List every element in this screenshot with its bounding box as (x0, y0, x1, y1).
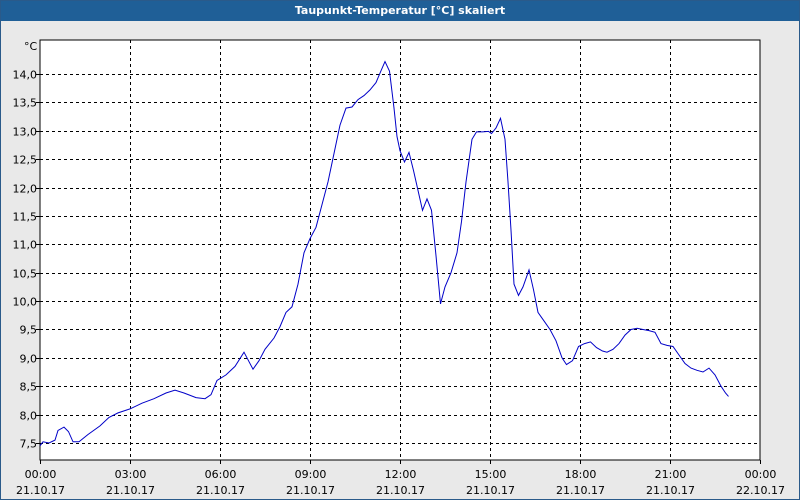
y-tick-label: 11,0 (13, 239, 38, 252)
x-tick-time-label: 03:00 (115, 468, 147, 481)
x-tick-time-label: 12:00 (385, 468, 417, 481)
x-tick-date-label: 21.10.17 (286, 484, 335, 497)
x-tick-date-label: 21.10.17 (556, 484, 605, 497)
y-tick-label: 11,5 (13, 211, 38, 224)
y-tick-label: 13,5 (13, 97, 38, 110)
x-tick-time-label: 18:00 (565, 468, 597, 481)
x-tick-date-label: 22.10.17 (736, 484, 785, 497)
x-tick-date-label: 21.10.17 (16, 484, 65, 497)
x-tick-date-label: 21.10.17 (466, 484, 515, 497)
y-tick-label: 12,5 (13, 154, 38, 167)
axis-ticks: 7,5 8,0 8,5 9,0 9,5 10,0 10,5 11,0 11,5 12,0 12,5 1… (13, 69, 785, 498)
y-tick-label: 12,0 (13, 183, 38, 196)
x-tick-date-label: 21.10.17 (376, 484, 425, 497)
y-tick-label: 10,0 (13, 296, 38, 309)
x-tick-date-label: 21.10.17 (646, 484, 695, 497)
x-tick-date-label: 21.10.17 (106, 484, 155, 497)
y-tick-label: 8,0 (20, 410, 38, 423)
y-tick-label: 9,0 (20, 353, 38, 366)
x-tick-date-label: 21.10.17 (196, 484, 245, 497)
x-tick-time-label: 21:00 (655, 468, 687, 481)
y-tick-label: 8,5 (20, 381, 38, 394)
x-tick-time-label: 00:00 (745, 468, 777, 481)
x-tick-time-label: 09:00 (295, 468, 327, 481)
grid-lines (40, 40, 760, 460)
x-tick-time-label: 06:00 (205, 468, 237, 481)
y-tick-label: 13,0 (13, 126, 38, 139)
x-tick-time-label: 15:00 (475, 468, 507, 481)
y-tick-label: 14,0 (13, 69, 38, 82)
y-tick-label: 10,5 (13, 268, 38, 281)
x-tick-time-label: 00:00 (25, 468, 57, 481)
y-tick-label: 7,5 (20, 438, 38, 451)
y-tick-label: 9,5 (20, 324, 38, 337)
y-axis-unit-label: °C (24, 40, 38, 53)
chart-title: Taupunkt-Temperatur [°C] skaliert (1, 1, 799, 21)
series-line (39, 60, 729, 447)
